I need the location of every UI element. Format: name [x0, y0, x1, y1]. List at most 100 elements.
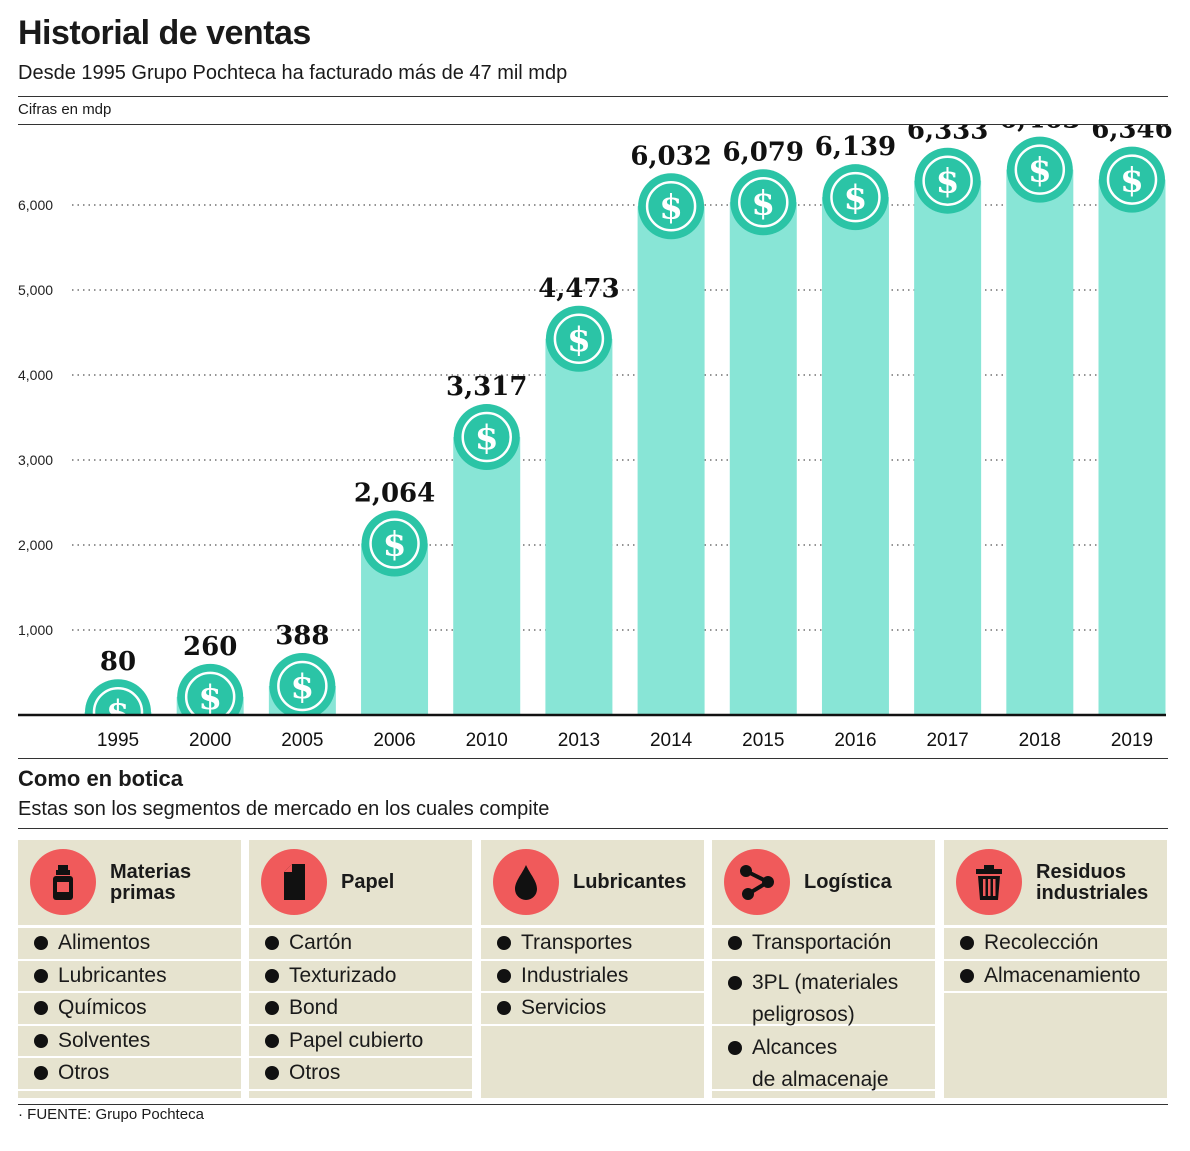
coin-ring: [830, 171, 881, 223]
segment-lubricantes: Lubricantes Transportes Industriales Ser…: [481, 840, 704, 1098]
list-item: Solventes: [18, 1026, 241, 1058]
x-tick-label: 2005: [281, 730, 323, 751]
data-label: 2,064: [354, 479, 435, 509]
bullet: [728, 1040, 742, 1055]
x-tick-label: 2017: [926, 730, 968, 751]
data-label: 6,139: [815, 132, 896, 162]
x-tick-label: 2010: [466, 730, 508, 751]
dollar-sign-icon: $: [106, 693, 130, 733]
list-item-label: Cartón: [289, 931, 353, 955]
list-item-label: Alimentos: [58, 931, 151, 955]
list-item: Texturizado: [249, 961, 472, 993]
list-item: Otros: [249, 1058, 472, 1091]
coin-ring: [1106, 154, 1158, 205]
dollar-sign-icon: $: [383, 525, 407, 565]
coin-ring: [1014, 144, 1066, 195]
x-tick-label: 2013: [558, 730, 600, 751]
dollar-sign-icon: $: [936, 162, 960, 202]
dollar-sign-icon: $: [1120, 161, 1144, 201]
bullet: [265, 1001, 279, 1016]
list-item-label: Transportación: [752, 931, 892, 955]
divider: [18, 124, 1168, 125]
source-text: FUENTE: Grupo Pochteca: [27, 1106, 204, 1123]
segment-header: Residuos industriales: [944, 840, 1167, 925]
segment-materias-primas: Materias primas Alimentos Lubricantes Qu…: [18, 840, 241, 1098]
bar: [1006, 169, 1074, 715]
list-item-label: 3PL (materiales peligrosos): [752, 970, 899, 1026]
list-item: Lubricantes: [18, 961, 241, 993]
share-nodes-icon: [724, 849, 790, 915]
divider: [18, 758, 1168, 759]
x-tick-label: 2014: [650, 730, 693, 751]
segment-header: Materias primas: [18, 840, 241, 925]
list-item-label: Servicios: [521, 996, 607, 1020]
bullet: [728, 936, 742, 951]
bullet: [497, 936, 511, 951]
bar: [729, 202, 797, 715]
bullet: [960, 936, 974, 951]
page-title: Historial de ventas: [18, 14, 311, 52]
y-tick-label: 3,000: [18, 452, 53, 468]
segment-list: Cartón Texturizado Bond Papel cubierto O…: [249, 928, 472, 1098]
list-item: Almacenamiento: [944, 961, 1167, 993]
x-tick-label: 2006: [373, 730, 415, 751]
segment-logistica: Logística Transportación 3PL (materiales…: [712, 840, 935, 1098]
list-item: Papel cubierto: [249, 1026, 472, 1058]
list-item-label: Lubricantes: [58, 963, 167, 987]
list-item: Cartón: [249, 928, 472, 961]
list-item-label: Transportes: [521, 931, 633, 955]
x-tick-label: 2018: [1019, 730, 1061, 751]
bar: [1098, 179, 1166, 715]
bar: [914, 180, 982, 715]
trash-bin-icon: [956, 849, 1022, 915]
bullet: [34, 1033, 48, 1048]
x-tick-label: 2019: [1111, 730, 1153, 751]
coin-ring: [184, 671, 236, 715]
segment-header: Papel: [249, 840, 472, 925]
segment-list: Alimentos Lubricantes Químicos Solventes…: [18, 928, 241, 1098]
data-label: 388: [275, 621, 329, 651]
divider: [18, 828, 1168, 829]
bullet: [497, 1001, 511, 1016]
coin-ring: [553, 313, 605, 365]
x-tick-label: 2016: [834, 730, 876, 751]
bullet: [34, 1001, 48, 1016]
segment-list: Transportes Industriales Servicios: [481, 928, 704, 1098]
coin-ring: [277, 660, 328, 712]
dollar-sign-icon: $: [291, 667, 315, 707]
list-item-label: Papel cubierto: [289, 1028, 424, 1052]
data-label: 3,317: [446, 372, 527, 402]
section-title: Como en botica: [18, 766, 184, 791]
data-label: 80: [100, 647, 136, 677]
y-tick-label: 6,000: [18, 197, 53, 213]
coin-ring: [738, 177, 789, 228]
data-label: 6,079: [723, 137, 804, 167]
list-item-label: Industriales: [521, 963, 629, 987]
list-item-label: Recolección: [984, 931, 1099, 955]
bullet: [728, 975, 742, 990]
list-item: Recolección: [944, 928, 1167, 961]
bullet: [265, 968, 279, 983]
list-item-label: Almacenamiento: [984, 963, 1141, 987]
bullet: [265, 936, 279, 951]
bullet: [497, 968, 511, 983]
data-label: 260: [183, 632, 237, 662]
list-item-label: Solventes: [58, 1028, 151, 1052]
bullet: [265, 1033, 279, 1048]
bullet: [34, 1066, 48, 1081]
bullet: [265, 1066, 279, 1081]
y-tick-label: 4,000: [18, 367, 53, 383]
divider: [18, 1104, 1168, 1105]
list-item-label: Bond: [289, 996, 339, 1020]
coin-icon: [85, 679, 151, 715]
segment-residuos-industriales: Residuos industriales Recolección Almace…: [944, 840, 1167, 1098]
x-tick-label: 2000: [189, 730, 231, 751]
data-label: 6,032: [630, 141, 711, 171]
list-item: Industriales: [481, 961, 704, 993]
segment-title: Lubricantes: [573, 871, 687, 893]
list-item-label: Alcances de almacenaje: [752, 1035, 889, 1091]
list-item: Servicios: [481, 993, 704, 1026]
data-label: 4,473: [538, 274, 619, 304]
bullet: [34, 968, 48, 983]
coin-icon: [177, 663, 244, 715]
